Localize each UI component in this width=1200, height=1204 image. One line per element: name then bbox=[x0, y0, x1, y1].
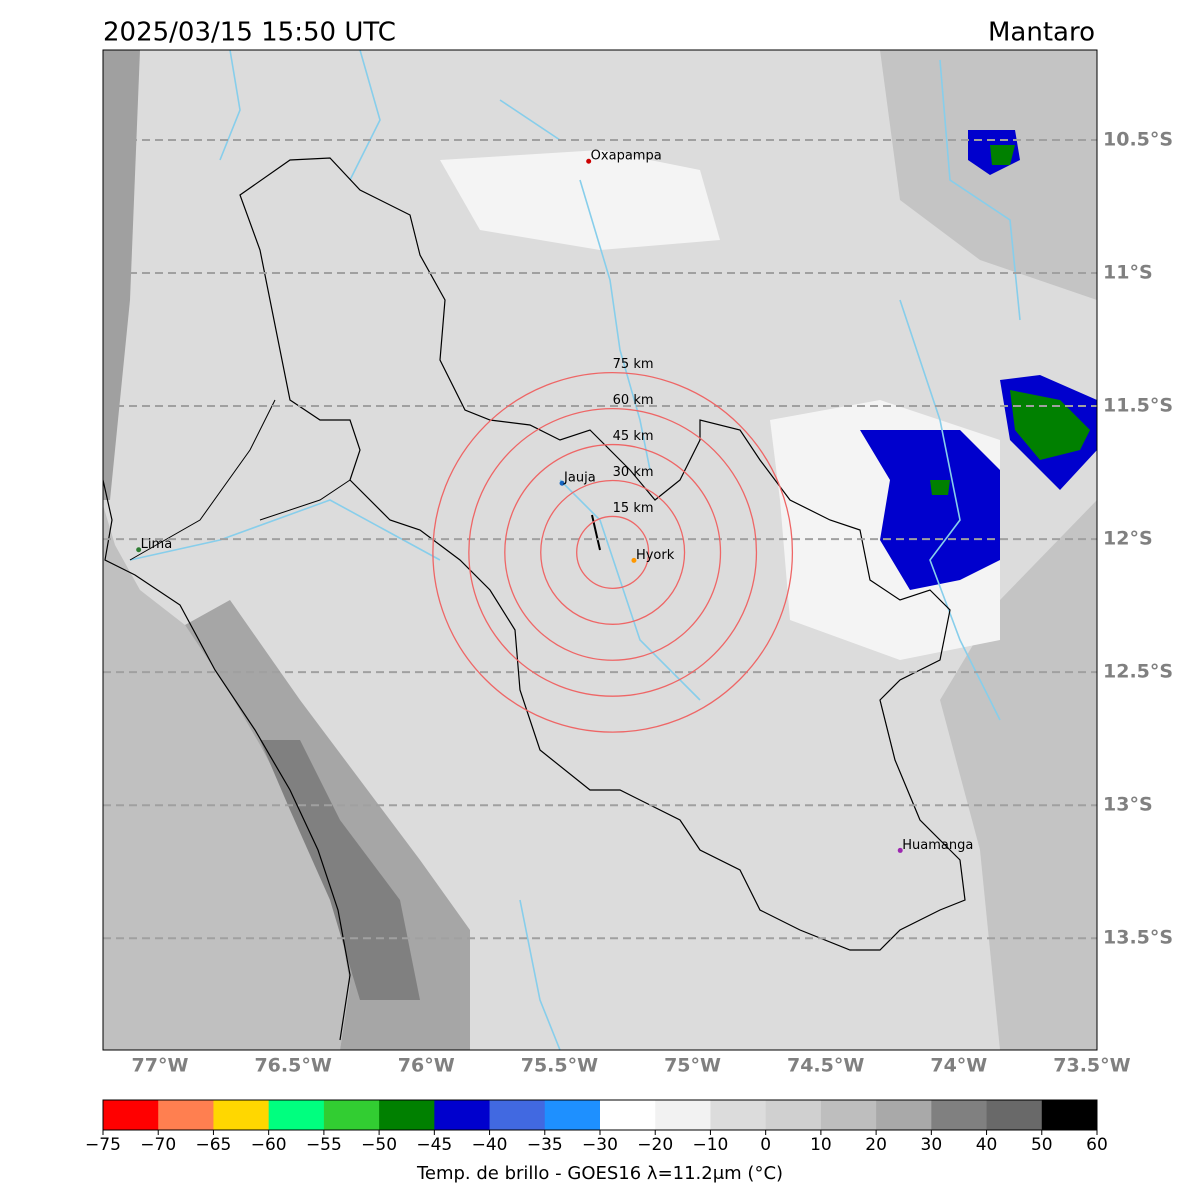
range-ring bbox=[576, 515, 650, 589]
map-frame bbox=[102, 49, 1098, 1051]
rivers bbox=[129, 50, 1021, 1050]
colorbar-swatch bbox=[379, 1100, 435, 1130]
lat-label: 11.5°S bbox=[1103, 395, 1173, 417]
colorbar-tick-label: −50 bbox=[361, 1135, 397, 1155]
colorbar-tick-label: 60 bbox=[1086, 1135, 1108, 1155]
lat-label: 13°S bbox=[1103, 794, 1153, 816]
colorbar-tick-label: 40 bbox=[976, 1135, 998, 1155]
colorbar-tick-label: 0 bbox=[760, 1135, 771, 1155]
colorbar-swatch bbox=[323, 1100, 380, 1130]
colorbar-swatch bbox=[986, 1100, 1043, 1130]
lon-label: 75°W bbox=[664, 1055, 721, 1077]
city-label: Hyork bbox=[636, 548, 675, 563]
overshooting-tops bbox=[930, 145, 1090, 495]
coastline bbox=[103, 479, 351, 1041]
colorbar-tick-label: −35 bbox=[527, 1135, 563, 1155]
lat-label: 11°S bbox=[1103, 261, 1153, 283]
colorbar-tick-label: −60 bbox=[251, 1135, 287, 1155]
city-label: Huamanga bbox=[902, 838, 973, 853]
city-dot bbox=[897, 847, 903, 853]
city-label: Oxapampa bbox=[591, 149, 662, 164]
city-dot bbox=[559, 480, 565, 486]
colorbar-swatch bbox=[710, 1100, 767, 1130]
map: 15 km 30 km 45 km 60 km 75 km Oxapampa Jauja Hy… bbox=[103, 50, 1097, 1050]
lon-label: 75.5°W bbox=[521, 1055, 598, 1077]
colorbar-swatch bbox=[931, 1100, 988, 1130]
ring-label: 60 km bbox=[613, 393, 654, 408]
overlay: 15 km 30 km 45 km 60 km 75 km Oxapampa Jauja Hy… bbox=[103, 138, 1097, 940]
lon-label: 73.5°W bbox=[1053, 1055, 1130, 1077]
colorbar-swatch bbox=[765, 1100, 822, 1130]
colorbar-swatch bbox=[268, 1100, 325, 1130]
track bbox=[591, 514, 601, 551]
colorbar-tick-label: −20 bbox=[637, 1135, 673, 1155]
colorbar-swatch bbox=[876, 1100, 932, 1130]
sub-basin-outline bbox=[129, 399, 351, 561]
colorbar-tick-label: −65 bbox=[195, 1135, 231, 1155]
colorbar-tick-label: −70 bbox=[140, 1135, 176, 1155]
colorbar-tick-label: −45 bbox=[416, 1135, 452, 1155]
colorbar-tick-label: 20 bbox=[865, 1135, 887, 1155]
lat-label: 10.5°S bbox=[1103, 128, 1173, 150]
colorbar-tick-label: 10 bbox=[810, 1135, 832, 1155]
colorbar-swatch bbox=[655, 1100, 711, 1130]
lon-label: 74°W bbox=[930, 1055, 987, 1077]
ring-label: 30 km bbox=[613, 465, 654, 480]
basin-outline bbox=[239, 157, 966, 951]
colorbar-tick-label: −30 bbox=[582, 1135, 618, 1155]
colorbar-tick-label: −75 bbox=[85, 1135, 121, 1155]
title: 2025/03/15 15:50 UTC bbox=[103, 18, 396, 48]
colorbar-tick-label: −10 bbox=[692, 1135, 728, 1155]
lat-label: 12°S bbox=[1103, 528, 1153, 550]
range-ring bbox=[468, 407, 758, 697]
colorbar-swatch bbox=[544, 1100, 601, 1130]
lat-label: 12.5°S bbox=[1103, 661, 1173, 683]
colorbar-swatch bbox=[213, 1100, 270, 1130]
colorbar-swatch bbox=[489, 1100, 546, 1130]
range-ring bbox=[432, 371, 794, 733]
colorbar-label: Temp. de brillo - GOES16 λ=11.2μm (°C) bbox=[416, 1163, 783, 1184]
cloud-band bbox=[103, 50, 140, 500]
city-dot bbox=[136, 547, 142, 553]
city-label: Jauja bbox=[563, 471, 596, 486]
deep-convection bbox=[860, 130, 1097, 590]
colorbar-tick-label: −40 bbox=[472, 1135, 508, 1155]
lon-label: 76°W bbox=[398, 1055, 455, 1077]
colorbar-swatch bbox=[158, 1100, 214, 1130]
city-dot bbox=[586, 158, 592, 164]
ring-label: 45 km bbox=[613, 429, 654, 444]
colorbar-swatch bbox=[820, 1100, 877, 1130]
lon-label: 74.5°W bbox=[787, 1055, 864, 1077]
city-label: Lima bbox=[141, 537, 172, 552]
colorbar-swatch bbox=[600, 1100, 656, 1130]
colorbar-swatch bbox=[1041, 1100, 1098, 1130]
region-name: Mantaro bbox=[988, 18, 1095, 48]
lon-label: 77°W bbox=[132, 1055, 189, 1077]
colorbar-swatch bbox=[434, 1100, 491, 1130]
colorbar-tick-label: 30 bbox=[921, 1135, 943, 1155]
ring-label: 15 km bbox=[613, 501, 654, 516]
range-ring bbox=[504, 443, 722, 661]
lon-label: 76.5°W bbox=[254, 1055, 331, 1077]
city-dot bbox=[631, 557, 637, 563]
ocean bbox=[103, 505, 350, 1050]
colorbar-swatch bbox=[103, 1100, 159, 1130]
ring-label: 75 km bbox=[613, 357, 654, 372]
colorbar: −75 −70 −65 −60 −55 −50 −45 −40 −35 −30 −20 −10 0 10 2… bbox=[85, 1099, 1108, 1155]
lat-label: 13.5°S bbox=[1103, 927, 1173, 949]
colorbar-tick-label: −55 bbox=[306, 1135, 342, 1155]
colorbar-tick-label: 50 bbox=[1031, 1135, 1053, 1155]
range-ring bbox=[540, 479, 686, 625]
cool-clouds bbox=[880, 50, 1097, 1050]
